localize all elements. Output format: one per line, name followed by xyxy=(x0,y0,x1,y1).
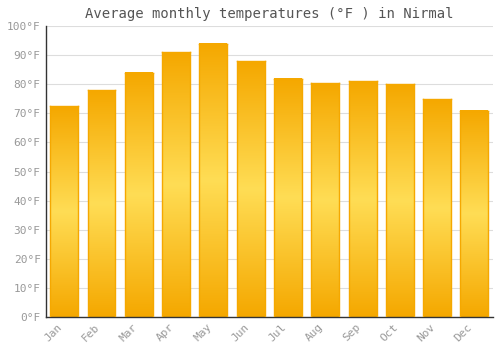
Title: Average monthly temperatures (°F ) in Nirmal: Average monthly temperatures (°F ) in Ni… xyxy=(85,7,454,21)
